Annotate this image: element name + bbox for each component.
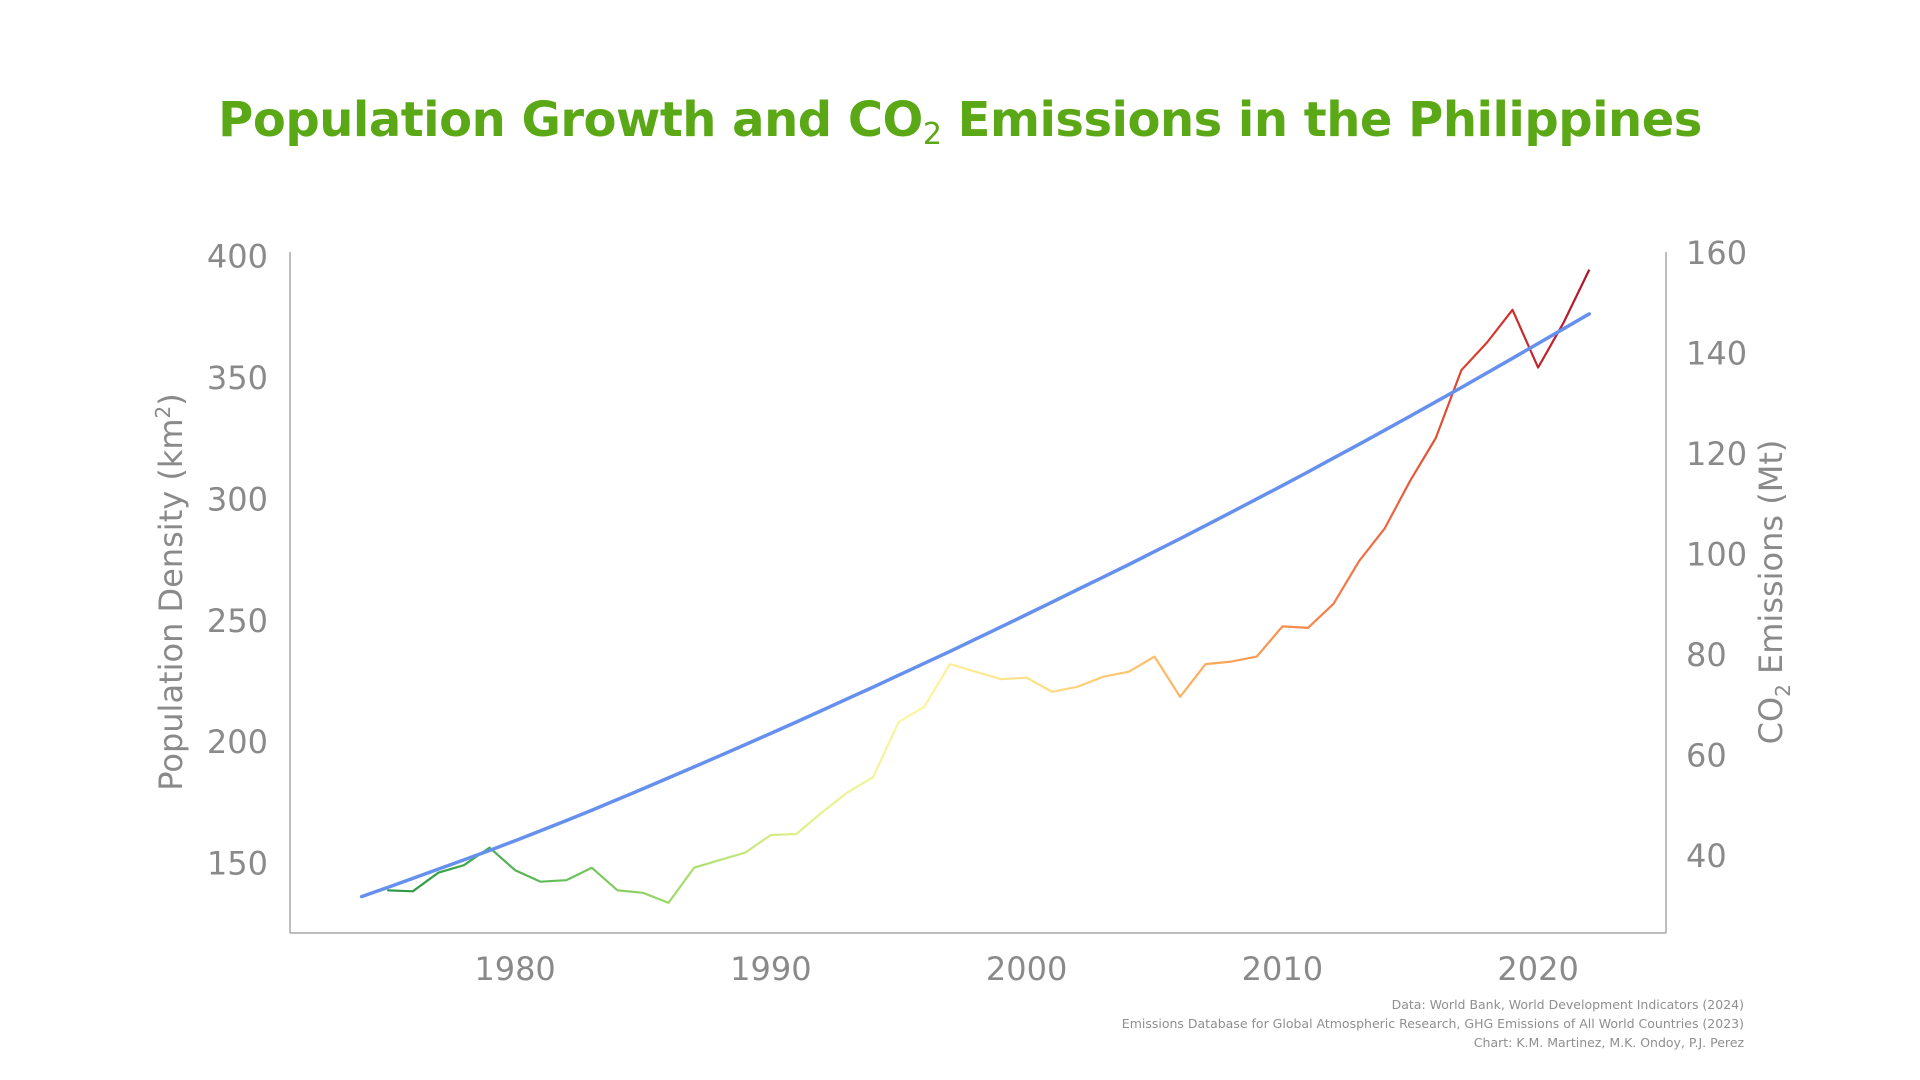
source-line-1: Data: World Bank, World Development Indi… bbox=[1391, 997, 1744, 1012]
chart-title-main: Population Growth and CO bbox=[218, 92, 923, 148]
left-y-tick-400: 400 bbox=[207, 238, 268, 276]
left-y-label-superscript: 2 bbox=[151, 406, 175, 419]
source-line-2: Emissions Database for Global Atmospheri… bbox=[1121, 1016, 1744, 1031]
left-y-tick-350: 350 bbox=[207, 359, 268, 397]
x-tick-1980: 1980 bbox=[474, 950, 555, 988]
right-y-tick-labels: 40 60 80 100 120 140 160 bbox=[1686, 234, 1747, 875]
right-y-tick-40: 40 bbox=[1686, 837, 1727, 875]
chart-title: Population Growth and CO2 Emissions in t… bbox=[0, 92, 1920, 152]
left-y-tick-300: 300 bbox=[207, 480, 268, 518]
chart-title-subscript: 2 bbox=[922, 117, 942, 152]
right-y-tick-80: 80 bbox=[1686, 636, 1727, 674]
left-y-label-main: Population Density (km bbox=[152, 418, 190, 790]
left-y-tick-150: 150 bbox=[207, 845, 268, 883]
x-tick-1990: 1990 bbox=[730, 950, 811, 988]
left-y-tick-200: 200 bbox=[207, 723, 268, 761]
left-y-tick-labels: 150 200 250 300 350 400 bbox=[207, 238, 268, 883]
left-y-tick-250: 250 bbox=[207, 602, 268, 640]
left-y-axis-label: Population Density (km2) bbox=[151, 393, 190, 791]
right-y-tick-140: 140 bbox=[1686, 335, 1747, 373]
right-y-label-subscript: 2 bbox=[1771, 684, 1795, 697]
right-y-tick-60: 60 bbox=[1686, 737, 1727, 775]
x-tick-2000: 2000 bbox=[986, 950, 1067, 988]
right-y-tick-100: 100 bbox=[1686, 536, 1747, 574]
series-layer bbox=[359, 269, 1592, 904]
right-y-tick-120: 120 bbox=[1686, 435, 1747, 473]
right-y-tick-160: 160 bbox=[1686, 234, 1747, 272]
right-y-label-end: Emissions (Mt) bbox=[1752, 440, 1790, 685]
chart-title-rest: Emissions in the Philippines bbox=[941, 92, 1703, 148]
right-y-label-main: CO bbox=[1752, 697, 1790, 745]
population-density-line bbox=[359, 312, 1592, 899]
x-tick-2020: 2020 bbox=[1497, 950, 1578, 988]
left-y-label-end: ) bbox=[152, 393, 190, 405]
x-tick-2010: 2010 bbox=[1242, 950, 1323, 988]
co2-emissions-line bbox=[387, 269, 1591, 904]
x-tick-labels: 1980 1990 2000 2010 2020 bbox=[474, 950, 1578, 988]
right-y-axis-label: CO2 Emissions (Mt) bbox=[1752, 440, 1795, 745]
source-line-3: Chart: K.M. Martinez, M.K. Ondoy, P.J. P… bbox=[1473, 1035, 1744, 1050]
